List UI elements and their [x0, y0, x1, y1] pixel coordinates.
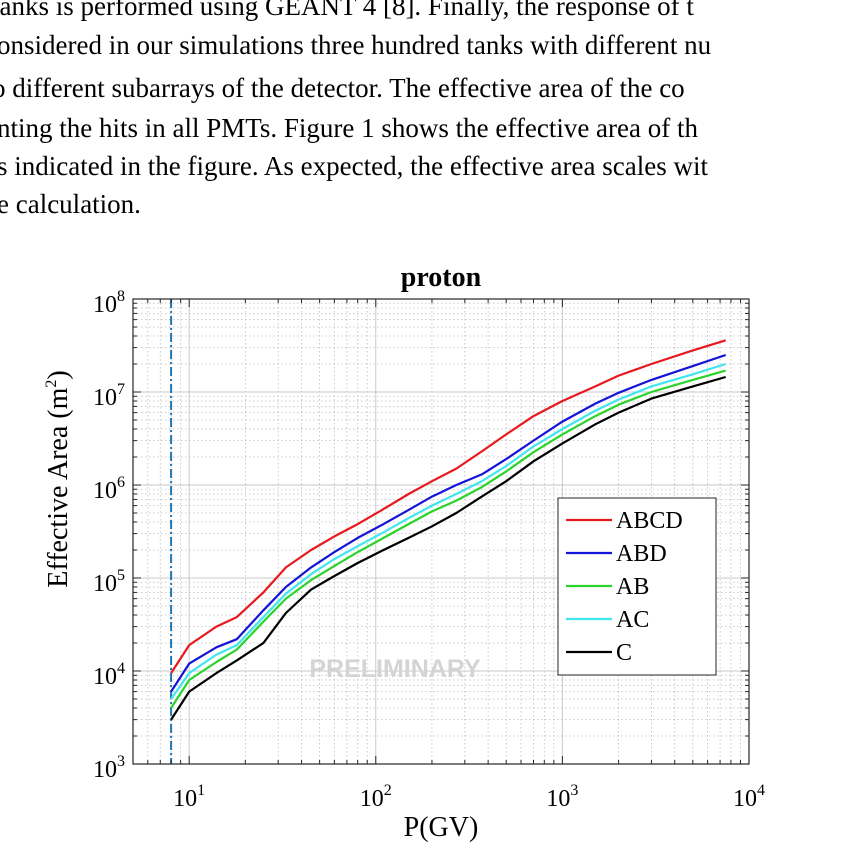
x-tick-label: 102 [360, 782, 392, 812]
x-tick-label: 101 [173, 782, 205, 812]
x-tick-label: 104 [733, 782, 765, 812]
x-axis-label: P(GV) [404, 812, 479, 843]
y-tick-label-exponent: 5 [117, 567, 125, 584]
y-axis-label-superscript: 2 [43, 380, 60, 388]
x-tick-label-base: 10 [360, 786, 384, 812]
y-tick-label-base: 10 [93, 757, 117, 783]
y-tick-label: 105 [93, 567, 125, 597]
y-tick-label-base: 10 [93, 385, 117, 411]
y-axis-label-text: Effective Area (m [43, 387, 74, 587]
paper-text-line: tanks is performed using GEANT 4 [8]. Fi… [0, 0, 694, 21]
x-tick-label-base: 10 [733, 786, 757, 812]
y-tick-label-exponent: 3 [117, 753, 125, 770]
x-tick-label-exponent: 3 [570, 782, 578, 799]
series-line-c [170, 375, 727, 721]
plot-frame [132, 298, 750, 765]
y-tick-label-base: 10 [93, 478, 117, 504]
x-tick-label-exponent: 1 [197, 782, 205, 799]
y-tick-label: 108 [93, 288, 125, 318]
series-line-ac [170, 362, 727, 700]
legend-label-ac: AC [616, 607, 649, 633]
series-lines [170, 339, 727, 721]
y-tick-label-exponent: 7 [117, 381, 125, 398]
y-axis-label: Effective Area (m2) [43, 370, 74, 587]
y-tick-label-base: 10 [93, 571, 117, 597]
y-tick-label: 104 [93, 660, 125, 690]
paper-text-line: nting the hits in all PMTs. Figure 1 sho… [0, 113, 698, 143]
y-tick-label-exponent: 4 [117, 660, 125, 677]
legend-label-ab: AB [616, 574, 649, 600]
series-line-ab [170, 369, 726, 709]
x-tick-label-exponent: 2 [384, 782, 392, 799]
y-axis-label-close: ) [43, 370, 74, 379]
y-tick-label-base: 10 [93, 664, 117, 690]
y-tick-label: 106 [93, 474, 125, 504]
paper-text-line: o different subarrays of the detector. T… [0, 73, 685, 103]
y-tick-label: 103 [93, 753, 125, 783]
paper-text-line: s indicated in the figure. As expected, … [0, 151, 708, 181]
axis-ticks [132, 298, 749, 765]
legend-label-abd: ABD [616, 541, 667, 567]
paper-text-line: onsidered in our simulations three hundr… [0, 30, 712, 60]
y-tick-label-exponent: 8 [117, 288, 125, 305]
paper-text-line: e calculation. [0, 189, 141, 219]
x-tick-label-base: 10 [173, 786, 197, 812]
preliminary-watermark: PRELIMINARY [309, 655, 481, 683]
chart-title: proton [401, 262, 482, 293]
x-tick-label-exponent: 4 [757, 782, 765, 799]
x-tick-label: 103 [546, 782, 578, 812]
x-tick-label-base: 10 [546, 786, 570, 812]
x-tick-labels: 101 102 103 104 [173, 782, 765, 812]
legend-label-c: C [616, 640, 632, 666]
series-line-abcd [170, 339, 727, 674]
y-tick-label-base: 10 [93, 292, 117, 318]
legend-label-abcd: ABCD [616, 508, 683, 534]
y-tick-label: 107 [93, 381, 125, 411]
y-tick-label-exponent: 6 [117, 474, 125, 491]
legend: ABCD ABD AB AC C [557, 497, 717, 676]
series-line-abd [170, 353, 727, 693]
